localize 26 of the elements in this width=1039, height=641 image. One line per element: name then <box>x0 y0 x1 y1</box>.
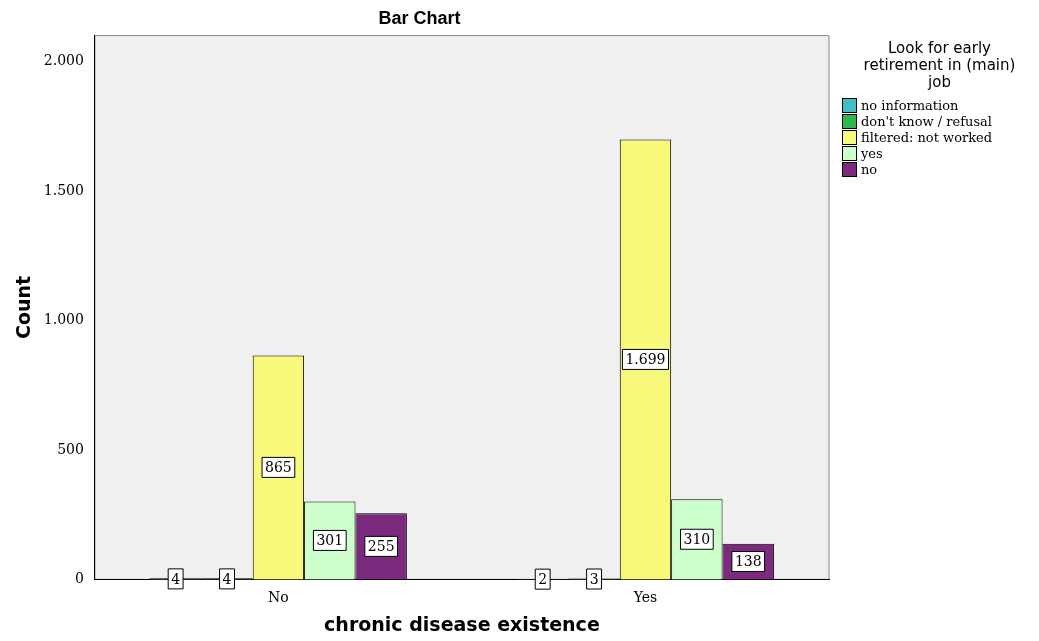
x-axis-title: chronic disease existence <box>324 612 600 635</box>
legend-label: no information <box>861 97 959 113</box>
y-tick-label: 500 <box>57 440 84 457</box>
data-label: 4 <box>222 570 232 587</box>
x-tick-label: Yes <box>632 589 658 606</box>
data-label: 3 <box>589 570 599 587</box>
legend-label: no <box>861 161 878 177</box>
data-label: 301 <box>316 532 344 549</box>
data-label: 310 <box>683 530 711 547</box>
legend-label: don't know / refusal <box>861 113 992 129</box>
data-label: 2 <box>538 570 548 587</box>
data-label: 255 <box>367 538 395 555</box>
y-tick-label: 1.500 <box>43 181 84 198</box>
legend-label: yes <box>861 145 883 161</box>
x-tick-label: No <box>268 589 289 606</box>
data-label: 1.699 <box>625 351 666 368</box>
y-tick-label: 0 <box>74 570 84 587</box>
legend-label: filtered: not worked <box>861 129 993 145</box>
data-label: 865 <box>265 459 292 476</box>
chart-title: Bar Chart <box>378 7 461 28</box>
y-axis-title: Count <box>12 275 35 340</box>
data-label: 138 <box>734 553 762 570</box>
legend-title: Look for early retirement in (main) job <box>862 39 1017 91</box>
y-tick-label: 1.000 <box>43 311 84 328</box>
y-tick-label: 2.000 <box>43 52 84 69</box>
data-label: 4 <box>171 570 181 587</box>
